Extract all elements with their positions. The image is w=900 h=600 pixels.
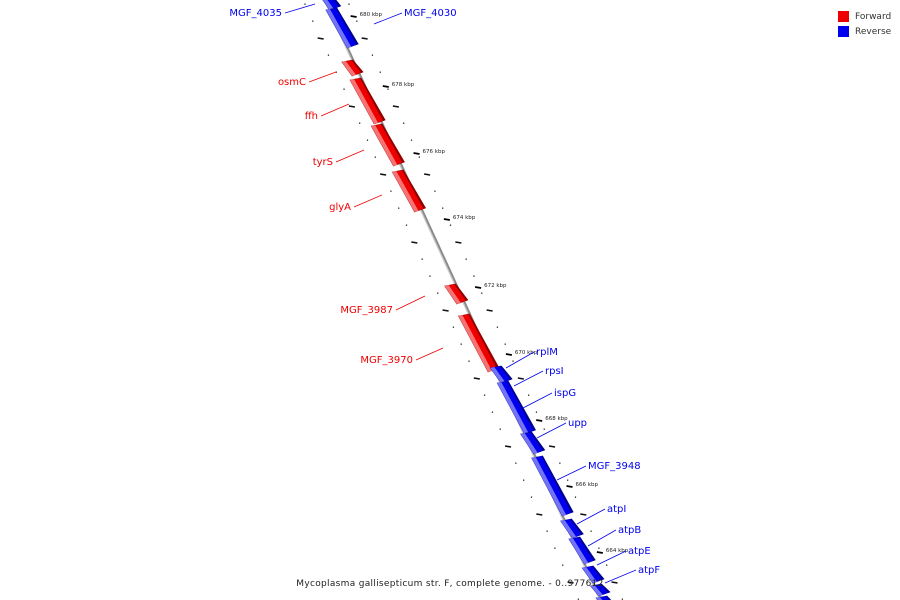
gene-arrow-atpI[interactable] bbox=[568, 536, 596, 565]
ruler-tick bbox=[486, 309, 493, 312]
gene-label[interactable]: MGF_3970 bbox=[360, 355, 413, 366]
kbp-tick-mark bbox=[474, 286, 482, 289]
ruler-tick bbox=[442, 309, 449, 312]
ruler-tick bbox=[567, 581, 574, 584]
gene-arrow-MGF_4030[interactable] bbox=[325, 7, 359, 49]
gene-leader-line bbox=[596, 550, 627, 566]
kbp-tick-label: 672 kbp bbox=[484, 283, 507, 289]
gene-arrow-MGF_3970[interactable] bbox=[457, 313, 500, 373]
gene-arrow-ffh[interactable] bbox=[349, 77, 386, 125]
ruler-tick bbox=[361, 37, 368, 40]
gene-arrow-MGF_4035[interactable] bbox=[319, 0, 342, 11]
gene-leader-line bbox=[320, 103, 350, 117]
ruler-tick bbox=[517, 377, 524, 380]
tick-layer: 680 kbp 678 kbp 676 kbp 674 kbp 672 kbp 670 k… bbox=[304, 3, 629, 600]
gene-arrow-ispG[interactable] bbox=[520, 431, 546, 455]
ruler-tick bbox=[379, 173, 387, 176]
gene-label[interactable]: rplM bbox=[536, 347, 558, 358]
legend-reverse: Reverse bbox=[838, 24, 891, 39]
ruler-tick bbox=[611, 581, 618, 584]
gene-leader-line bbox=[373, 12, 403, 25]
ruler-tick bbox=[536, 513, 543, 516]
kbp-tick-label: 680 kbp bbox=[360, 12, 383, 18]
ruler-tick bbox=[548, 445, 556, 448]
gene-label[interactable]: MGF_4035 bbox=[229, 8, 282, 19]
forward-swatch bbox=[838, 11, 849, 22]
gene-arrow-atpF[interactable] bbox=[595, 595, 616, 600]
gene-label[interactable]: upp bbox=[568, 418, 587, 429]
kbp-tick-mark bbox=[566, 485, 573, 488]
kbp-tick-label: 666 kbp bbox=[576, 482, 599, 488]
kbp-tick-label: 676 kbp bbox=[423, 149, 446, 155]
gene-leader-line bbox=[604, 569, 637, 584]
gene-arrow-upp[interactable] bbox=[531, 455, 574, 517]
gene-arrow-osmC[interactable] bbox=[341, 59, 364, 77]
gene-leader-line bbox=[308, 71, 337, 83]
kbp-tick-mark bbox=[443, 218, 451, 221]
gene-label[interactable]: osmC bbox=[278, 77, 306, 88]
ruler-tick bbox=[504, 445, 512, 448]
gene-arrow-glyA[interactable] bbox=[391, 169, 427, 213]
ruler-tick bbox=[411, 241, 418, 244]
legend-forward-label: Forward bbox=[855, 11, 892, 22]
gene-arrow-tyrS[interactable] bbox=[370, 123, 405, 167]
gene-leader-line bbox=[395, 295, 426, 311]
ruler-tick bbox=[392, 105, 400, 108]
gene-label[interactable]: rpsI bbox=[545, 366, 564, 377]
ruler-tick bbox=[473, 377, 480, 380]
gene-leader-line bbox=[587, 529, 617, 547]
gene-arrow-rplM[interactable] bbox=[489, 365, 513, 384]
gene-layer bbox=[319, 0, 616, 600]
ruler-tick bbox=[423, 173, 431, 176]
gene-arrow-MGF_3948[interactable] bbox=[560, 518, 584, 539]
gene-label[interactable]: atpE bbox=[628, 546, 651, 557]
gene-label[interactable]: tyrS bbox=[313, 157, 333, 168]
kbp-tick-mark bbox=[505, 353, 513, 356]
ruler-tick bbox=[317, 37, 324, 40]
kbp-tick-mark bbox=[596, 551, 603, 554]
gene-label[interactable]: MGF_3987 bbox=[340, 305, 393, 316]
kbp-tick-label: 664 kbp bbox=[606, 548, 629, 554]
kbp-tick-label: 670 kbp bbox=[515, 350, 538, 356]
gene-label[interactable]: atpF bbox=[638, 565, 660, 576]
gene-leader-line bbox=[536, 422, 567, 439]
ruler-tick bbox=[455, 241, 462, 244]
gene-label[interactable]: ffh bbox=[305, 111, 318, 122]
reverse-swatch bbox=[838, 26, 849, 37]
gene-arrow-MGF_3987[interactable] bbox=[444, 283, 469, 305]
gene-arrow-rpsI[interactable] bbox=[496, 380, 536, 435]
kbp-tick-mark bbox=[350, 15, 357, 18]
gene-leader-line bbox=[415, 347, 444, 361]
legend-reverse-label: Reverse bbox=[855, 26, 892, 37]
gene-label[interactable]: glyA bbox=[329, 202, 351, 213]
gene-leader-line bbox=[505, 351, 535, 369]
gene-arrow-atpB[interactable] bbox=[581, 565, 605, 584]
gene-label[interactable]: atpB bbox=[618, 525, 641, 536]
gene-label[interactable]: MGF_3948 bbox=[588, 461, 641, 472]
gene-leader-line bbox=[335, 149, 365, 163]
kbp-tick-label: 678 kbp bbox=[392, 82, 415, 88]
kbp-tick-mark bbox=[413, 152, 420, 155]
gene-label[interactable]: ispG bbox=[554, 388, 576, 399]
gene-label[interactable]: atpI bbox=[607, 504, 626, 515]
gene-leader-line bbox=[522, 392, 553, 409]
kbp-tick-mark bbox=[536, 419, 543, 422]
gene-arrow-atpE[interactable] bbox=[589, 583, 611, 597]
gene-label[interactable]: MGF_4030 bbox=[404, 8, 457, 19]
legend: Forward Reverse bbox=[838, 9, 891, 39]
legend-forward: Forward bbox=[838, 9, 891, 24]
kbp-tick-label: 674 kbp bbox=[453, 215, 476, 221]
kbp-tick-label: 668 kbp bbox=[545, 416, 568, 422]
gene-leader-line bbox=[513, 370, 544, 387]
gene-leader-line bbox=[353, 194, 383, 208]
gene-leader-line bbox=[576, 508, 606, 525]
ruler-tick bbox=[348, 105, 356, 108]
kbp-tick-mark bbox=[382, 85, 389, 88]
gene-label-layer: MGF_4035 MGF_4030 osmC ffh tyrS glyA MGF_3987 M… bbox=[229, 3, 660, 584]
gene-leader-line bbox=[556, 465, 587, 481]
gene-leader-line bbox=[284, 3, 316, 14]
genome-caption: Mycoplasma gallisepticum str. F, complet… bbox=[296, 579, 604, 589]
ruler-tick bbox=[580, 513, 587, 516]
